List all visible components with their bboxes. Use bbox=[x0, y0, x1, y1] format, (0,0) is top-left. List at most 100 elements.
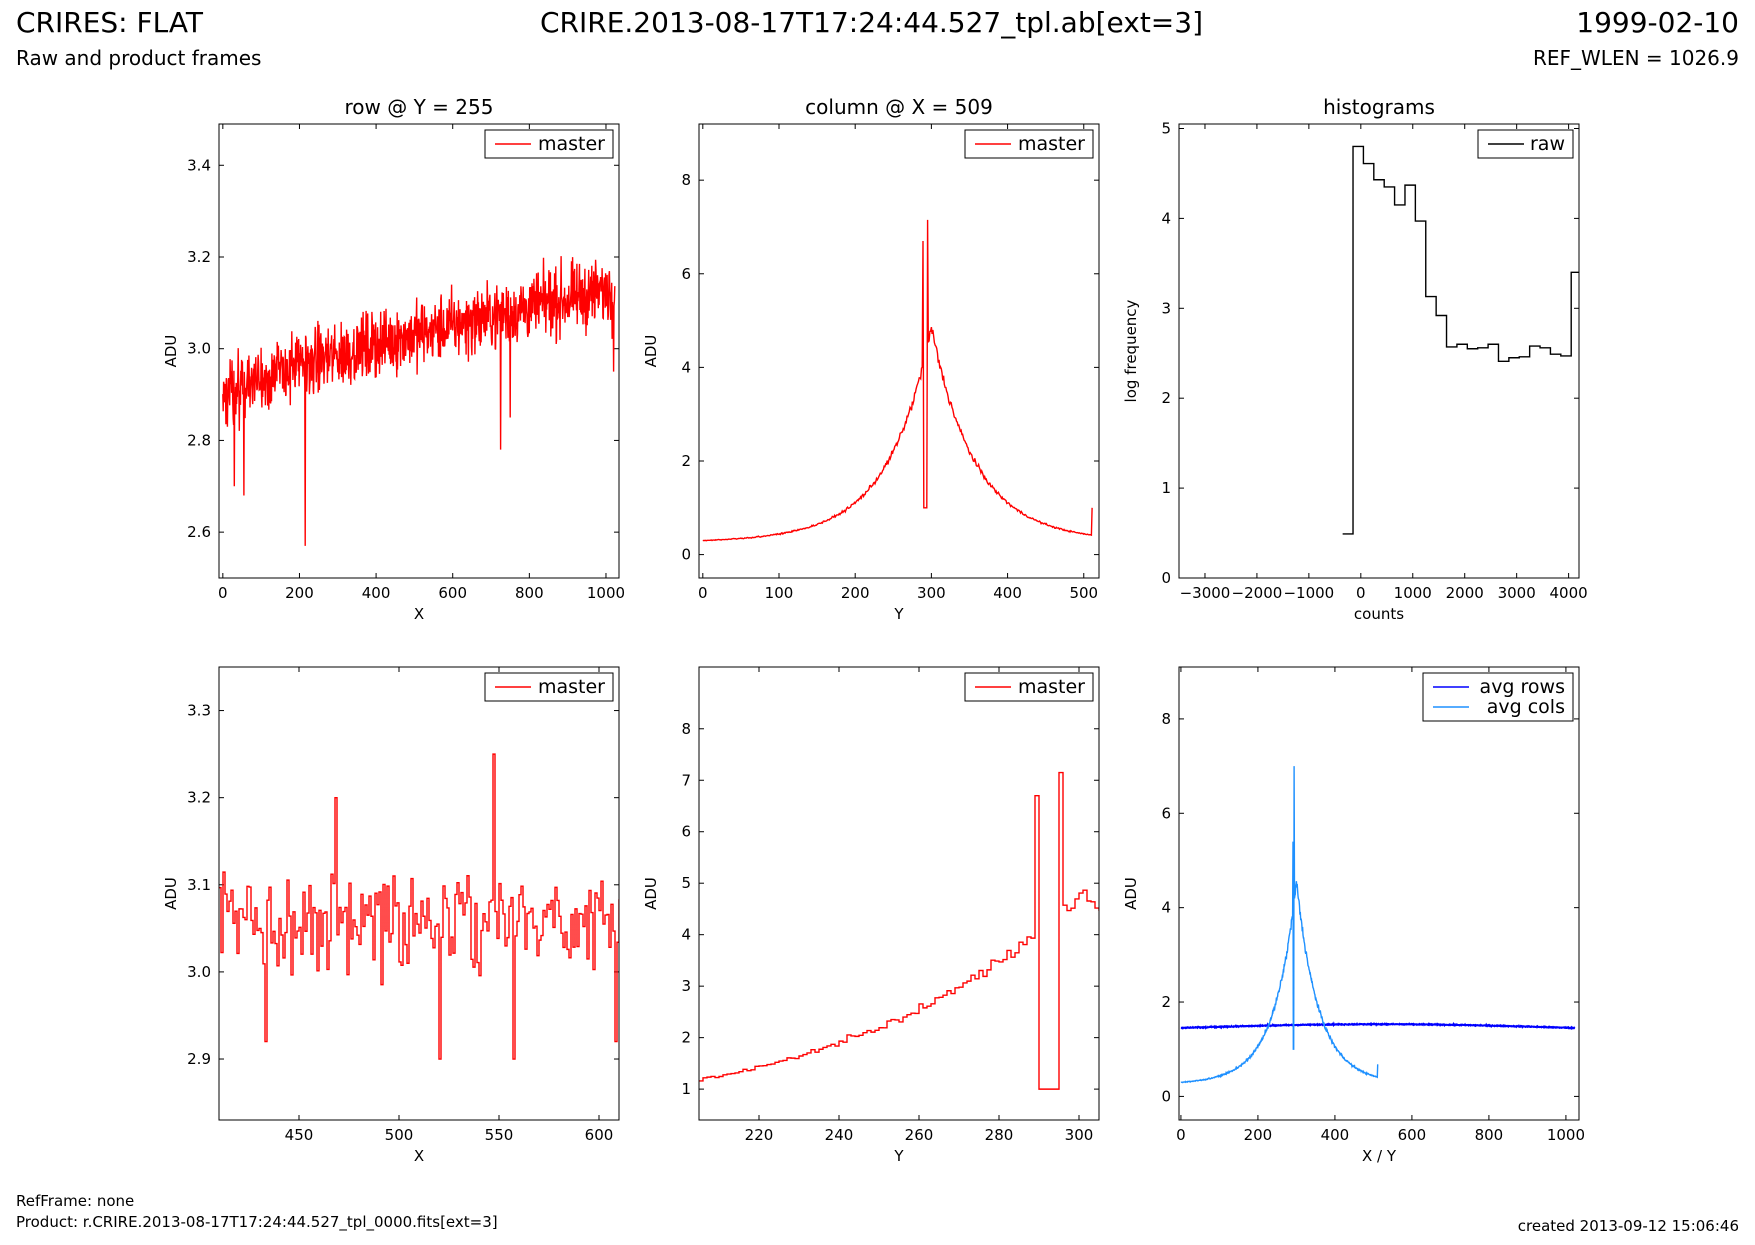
y-tick-label: 0 bbox=[1161, 1087, 1171, 1105]
y-tick-label: 2 bbox=[1161, 389, 1171, 407]
y-axis-label: log frequency bbox=[1122, 299, 1140, 402]
x-tick-label: 240 bbox=[825, 1126, 854, 1144]
chart-panel-rowzoom: X ADU 450 500 550 600 2.9 3.0 3.1 3.2 3.3 master bbox=[162, 666, 620, 1165]
x-tick-label: 260 bbox=[905, 1126, 934, 1144]
y-tick-label: 2.6 bbox=[187, 523, 211, 541]
y-tick-label: 3.3 bbox=[187, 702, 211, 720]
x-tick-label: 3000 bbox=[1498, 584, 1536, 602]
x-tick-label: 0 bbox=[218, 584, 228, 602]
y-tick-label: 1 bbox=[681, 1080, 691, 1098]
x-tick-label: 0 bbox=[698, 584, 708, 602]
plot-frame bbox=[698, 123, 1100, 579]
y-tick-label: 8 bbox=[681, 720, 691, 738]
x-axis-label: X bbox=[414, 1147, 424, 1165]
x-tick-label: −3000 bbox=[1180, 584, 1231, 602]
y-tick-label: 4 bbox=[681, 926, 691, 944]
chart-panel-row: row @ Y = 255 X ADU 0 200 400 600 800 1000 2.6 2.8… bbox=[162, 95, 625, 623]
x-tick-label: 220 bbox=[745, 1126, 774, 1144]
x-tick-label: −1000 bbox=[1283, 584, 1334, 602]
legend-box bbox=[1422, 672, 1574, 722]
series-group bbox=[699, 771, 1099, 1090]
y-tick-label: 2.8 bbox=[187, 431, 211, 449]
series-line-master bbox=[702, 219, 1093, 542]
y-tick-label: 0 bbox=[1161, 569, 1171, 587]
y-tick-label: 3 bbox=[1161, 299, 1171, 317]
product-label: Product: r.CRIRE.2013-08-17T17:24:44.527… bbox=[16, 1213, 498, 1231]
y-axis-label: ADU bbox=[642, 335, 660, 368]
series-line-avg-cols bbox=[1180, 766, 1379, 1084]
x-tick-label: 600 bbox=[438, 584, 467, 602]
x-tick-label: 500 bbox=[1069, 584, 1098, 602]
x-tick-label: 600 bbox=[1398, 1126, 1427, 1144]
series-line-master bbox=[222, 256, 616, 546]
x-tick-label: 4000 bbox=[1550, 584, 1588, 602]
y-tick-label: 2 bbox=[681, 452, 691, 470]
legend-label: avg rows bbox=[1480, 676, 1565, 698]
series-line-master bbox=[699, 771, 1099, 1090]
y-tick-label: 5 bbox=[1161, 119, 1171, 137]
series-group bbox=[219, 753, 619, 1060]
y-tick-label: 3.4 bbox=[187, 156, 211, 174]
x-axis-label: counts bbox=[1354, 605, 1404, 623]
legend-box bbox=[484, 672, 614, 702]
y-tick-label: 4 bbox=[1161, 899, 1171, 917]
legend-label: avg cols bbox=[1487, 696, 1565, 718]
y-tick-label: 3.0 bbox=[187, 963, 211, 981]
chart-title: row @ Y = 255 bbox=[345, 95, 494, 119]
y-tick-label: 5 bbox=[681, 874, 691, 892]
x-tick-label: 1000 bbox=[587, 584, 625, 602]
legend-label: master bbox=[538, 133, 605, 155]
series-group bbox=[1342, 145, 1579, 535]
x-tick-label: 200 bbox=[285, 584, 314, 602]
legend-label: raw bbox=[1530, 133, 1565, 155]
x-tick-label: 0 bbox=[1356, 584, 1366, 602]
legend-label: master bbox=[1018, 676, 1085, 698]
x-tick-label: 1000 bbox=[1394, 584, 1432, 602]
x-tick-label: 200 bbox=[1244, 1126, 1273, 1144]
y-tick-label: 6 bbox=[681, 265, 691, 283]
x-tick-label: 2000 bbox=[1446, 584, 1484, 602]
series-line-raw bbox=[1342, 145, 1579, 535]
x-tick-label: 550 bbox=[485, 1126, 514, 1144]
y-tick-label: 6 bbox=[681, 823, 691, 841]
chart-panel-col: column @ X = 509 Y ADU 0 100 200 300 400 500 0 2 4 6… bbox=[642, 95, 1100, 623]
x-tick-label: 200 bbox=[841, 584, 870, 602]
y-tick-label: 3.0 bbox=[187, 340, 211, 358]
series-line-avg-rows bbox=[1180, 1021, 1576, 1031]
x-tick-label: 100 bbox=[765, 584, 794, 602]
x-tick-label: 800 bbox=[515, 584, 544, 602]
plot-frame bbox=[218, 123, 620, 579]
created-label: created 2013-09-12 15:06:46 bbox=[1517, 1217, 1739, 1235]
chart-panel-colzoom: Y ADU 220 240 260 280 300 1 2 3 4 5 6 7 8 master bbox=[642, 666, 1100, 1165]
chart-title: histograms bbox=[1323, 95, 1435, 119]
x-tick-label: 400 bbox=[1321, 1126, 1350, 1144]
legend-label: master bbox=[1018, 133, 1085, 155]
y-tick-label: 6 bbox=[1161, 804, 1171, 822]
y-tick-label: 1 bbox=[1161, 479, 1171, 497]
ref-wlen-label: REF_WLEN = 1026.9 bbox=[1532, 46, 1739, 70]
x-tick-label: 1000 bbox=[1547, 1126, 1585, 1144]
x-tick-label: 800 bbox=[1475, 1126, 1504, 1144]
plot-frame bbox=[1178, 123, 1580, 579]
y-tick-label: 8 bbox=[1161, 710, 1171, 728]
y-tick-label: 8 bbox=[681, 171, 691, 189]
y-tick-label: 2 bbox=[1161, 993, 1171, 1011]
x-tick-label: 280 bbox=[985, 1126, 1014, 1144]
y-tick-label: 3 bbox=[681, 977, 691, 995]
plot-frame bbox=[218, 666, 620, 1121]
x-tick-label: 450 bbox=[285, 1126, 314, 1144]
x-tick-label: 400 bbox=[362, 584, 391, 602]
plot-frame bbox=[698, 666, 1100, 1121]
x-axis-label: X / Y bbox=[1362, 1147, 1397, 1165]
x-axis-label: Y bbox=[893, 605, 904, 623]
y-tick-label: 4 bbox=[681, 358, 691, 376]
y-axis-label: ADU bbox=[1122, 877, 1140, 910]
y-tick-label: 2 bbox=[681, 1029, 691, 1047]
series-group bbox=[702, 219, 1093, 542]
x-tick-label: 300 bbox=[917, 584, 946, 602]
x-axis-label: Y bbox=[893, 1147, 904, 1165]
legend-label: master bbox=[538, 676, 605, 698]
x-tick-label: 500 bbox=[385, 1126, 414, 1144]
x-axis-label: X bbox=[414, 605, 424, 623]
